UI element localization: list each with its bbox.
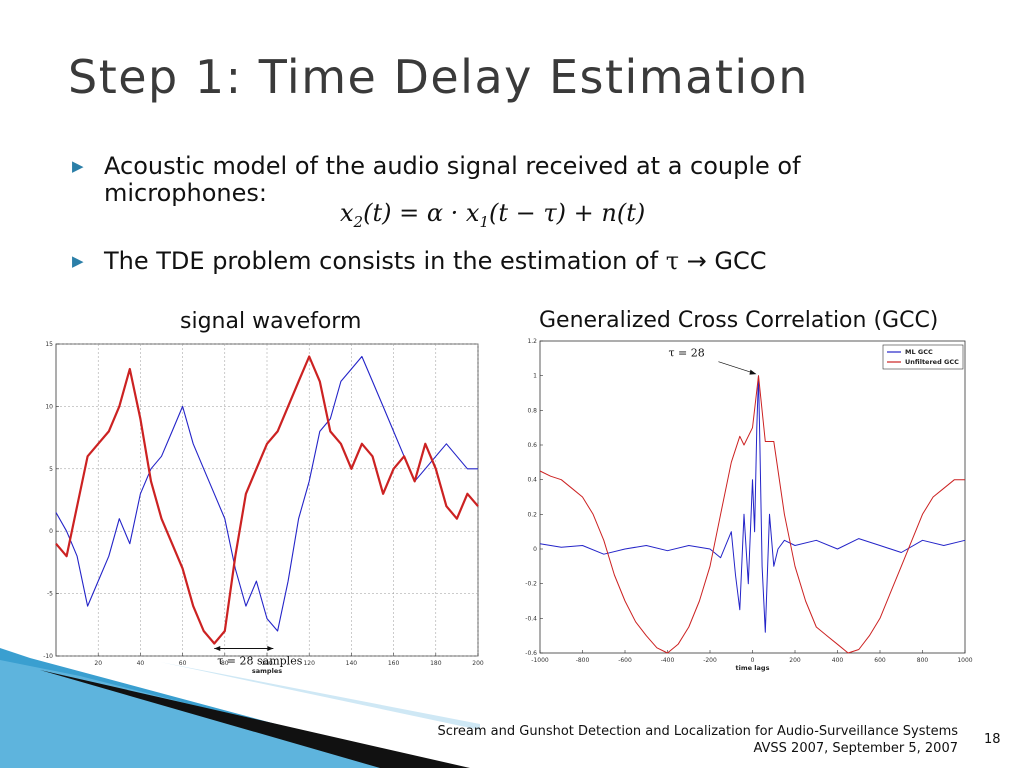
y-tick-label: 0 (533, 546, 537, 553)
x-tick-label: -1000 (531, 657, 549, 664)
bullet-arrow-icon: ▶ (72, 252, 84, 270)
x-tick-label: 20 (94, 660, 102, 667)
series-line-series-2 (55, 355, 479, 645)
legend-box (882, 344, 964, 370)
annotation-arrow-right (267, 646, 274, 652)
eq-mid: (t) = α · x (363, 199, 480, 227)
x-tick-label: -600 (618, 657, 632, 664)
slide-title: Step 1: Time Delay Estimation (68, 50, 809, 104)
plot-frame (539, 340, 966, 654)
y-tick-label: 1 (533, 373, 537, 380)
x-tick-label: -200 (703, 657, 717, 664)
bullet2-arrow-gcc: → GCC (679, 247, 767, 275)
bullet-text: Acoustic model of the audio signal recei… (104, 152, 801, 207)
annotation-tau-label: τ = 28 samples (217, 655, 302, 668)
x-tick-label: 200 (472, 660, 484, 667)
eq-x: x (340, 199, 354, 227)
series-line-unfiltered-gcc (539, 375, 965, 654)
page-number: 18 (984, 732, 1001, 747)
x-tick-label: 200 (789, 657, 801, 664)
legend-label: ML GCC (905, 348, 933, 356)
y-tick-label: 0.4 (527, 477, 537, 484)
x-tick-label: 800 (917, 657, 929, 664)
eq-sub-2: 2 (353, 212, 364, 231)
x-tick-label: 400 (832, 657, 844, 664)
x-tick-label: -800 (576, 657, 590, 664)
x-tick-label: 0 (751, 657, 755, 664)
footer-venue: AVSS 2007, September 5, 2007 (753, 741, 958, 756)
bullet-arrow-icon: ▶ (72, 157, 84, 175)
y-tick-label: 10 (45, 403, 53, 410)
y-tick-label: 0.6 (527, 442, 537, 449)
x-tick-label: 600 (874, 657, 886, 664)
y-tick-label: 15 (45, 341, 53, 348)
bullet-text: The TDE problem consists in the estimati… (104, 248, 767, 275)
y-tick-label: 1.2 (527, 338, 537, 345)
x-axis-label: time lags (736, 664, 770, 672)
signal-waveform-plot: 20 40 60 80 100 120 140 160 180 200 -10 -5 0 5 10 15 sam… (43, 341, 484, 675)
x-axis-label: samples (252, 667, 282, 675)
series-line-ml-gcc (539, 375, 966, 633)
caption-signal-waveform: signal waveform (180, 309, 362, 334)
bullet2-prefix: The TDE problem consists in the estimati… (104, 247, 666, 275)
x-tick-label: 120 (303, 660, 315, 667)
y-tick-label: 5 (49, 466, 53, 473)
y-tick-label: 0.2 (527, 511, 537, 518)
y-tick-label: -0.4 (525, 615, 537, 622)
x-tick-label: 40 (137, 660, 145, 667)
x-tick-label: 100 (261, 660, 273, 667)
caption-gcc: Generalized Cross Correlation (GCC) (539, 308, 939, 333)
corner-decoration (0, 648, 480, 768)
eq-sub-1: 1 (479, 212, 490, 231)
y-tick-label: -0.2 (525, 581, 537, 588)
annotation-pointer-line (718, 361, 756, 374)
annotation-pointer-head (749, 369, 757, 375)
y-tick-label: -5 (47, 591, 53, 598)
equation: x2(t) = α · x1(t − τ) + n(t) (340, 199, 645, 231)
x-tick-label: 1000 (957, 657, 972, 664)
decor-thin-stripe (160, 662, 480, 730)
eq-rest: (t − τ) + n(t) (489, 199, 646, 227)
x-tick-label: -400 (661, 657, 675, 664)
x-tick-label: 180 (430, 660, 442, 667)
gcc-plot: -1000 -800 -600 -400 -200 0 200 400 600 800 1000 -0… (525, 338, 973, 672)
x-tick-label: 80 (221, 660, 229, 667)
annotation-tau-label: τ = 28 (668, 347, 704, 360)
tau-symbol: τ (665, 247, 680, 275)
y-tick-label: -0.6 (525, 650, 537, 657)
y-tick-label: 0 (49, 528, 53, 535)
x-tick-label: 60 (179, 660, 187, 667)
y-tick-label: -10 (43, 653, 53, 660)
y-tick-label: 0.8 (527, 407, 537, 414)
annotation-arrow-left (214, 646, 221, 652)
x-tick-label: 140 (346, 660, 358, 667)
legend-label: Unfiltered GCC (905, 358, 959, 366)
x-tick-label: 160 (388, 660, 400, 667)
footer-title: Scream and Gunshot Detection and Localiz… (437, 724, 958, 739)
decor-black-stripe (40, 670, 470, 768)
